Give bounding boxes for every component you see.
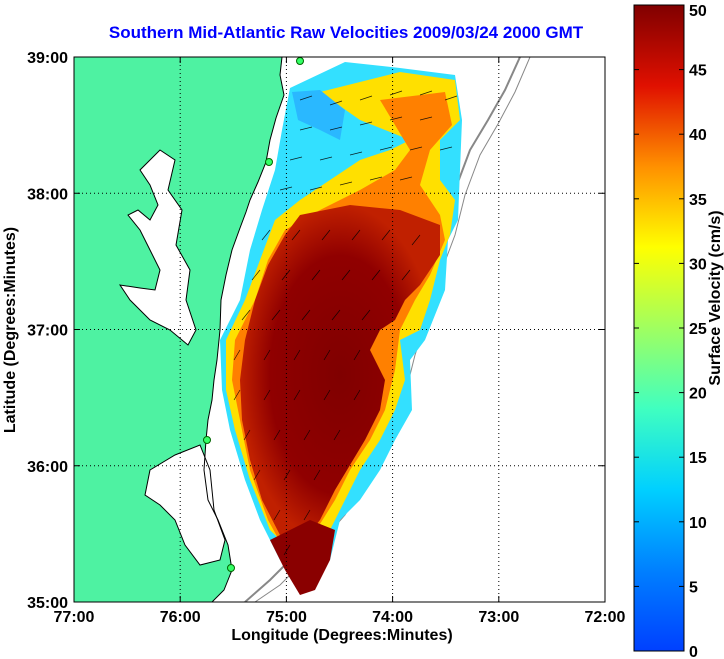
bay-outline (118, 149, 226, 566)
y-tick-label: 39:00 (27, 50, 68, 67)
x-tick-label: 76:00 (160, 609, 201, 626)
colorbar-tick-label: 50 (689, 3, 707, 20)
y-tick-labels: 39:00 38:00 37:00 36:00 35:00 (27, 50, 68, 612)
velocity-arrows (233, 90, 458, 556)
colorbar-tick-label: 35 (689, 192, 707, 209)
x-tick-label: 77:00 (54, 609, 95, 626)
radar-site-marker (227, 564, 235, 572)
chesapeake-bay (120, 150, 196, 345)
colorbar-tick-label: 25 (689, 321, 707, 338)
radar-site-marker (296, 57, 304, 65)
field-south-hot (270, 520, 335, 595)
velocity-field (203, 57, 462, 595)
y-axis-label: Latitude (Degrees:Minutes) (2, 227, 19, 433)
x-tick-label: 72:00 (585, 609, 626, 626)
colorbar-label: Surface Velocity (cm/s) (707, 210, 724, 385)
y-tick-label: 36:00 (27, 459, 68, 476)
chart-title: Southern Mid-Atlantic Raw Velocities 200… (109, 23, 584, 42)
x-tick-label: 73:00 (478, 609, 519, 626)
colorbar-tick-label: 5 (689, 579, 698, 596)
colorbar: 0 5 10 15 20 25 30 35 40 45 50 Surface Velocity (c… (633, 3, 724, 659)
y-tick-label: 35:00 (27, 595, 68, 612)
colorbar-tick-label: 15 (689, 450, 707, 467)
colorbar-tick-label: 45 (689, 63, 707, 80)
y-tick-label: 37:00 (27, 323, 68, 340)
x-axis-label: Longitude (Degrees:Minutes) (231, 627, 452, 644)
y-tick-label: 38:00 (27, 186, 68, 203)
colorbar-tick-label: 20 (689, 386, 707, 403)
x-tick-labels: 77:00 76:00 75:00 74:00 73:00 72:00 (54, 609, 626, 626)
x-tick-label: 75:00 (266, 609, 307, 626)
grid-lines (74, 57, 605, 602)
axis-tick-marks (73, 56, 606, 603)
colorbar-ticks: 0 5 10 15 20 25 30 35 40 45 50 (634, 3, 707, 659)
x-tick-label: 74:00 (372, 609, 413, 626)
radar-site-marker (265, 158, 273, 166)
radar-site-marker (203, 436, 211, 444)
colorbar-gradient (633, 4, 685, 652)
colorbar-tick-label: 30 (689, 256, 707, 273)
colorbar-tick-label: 0 (689, 644, 698, 659)
colorbar-tick-label: 40 (689, 127, 707, 144)
plot-area (74, 57, 605, 602)
colorbar-tick-label: 10 (689, 515, 707, 532)
field-core-hot (240, 205, 440, 545)
field-north-blue (292, 90, 345, 140)
